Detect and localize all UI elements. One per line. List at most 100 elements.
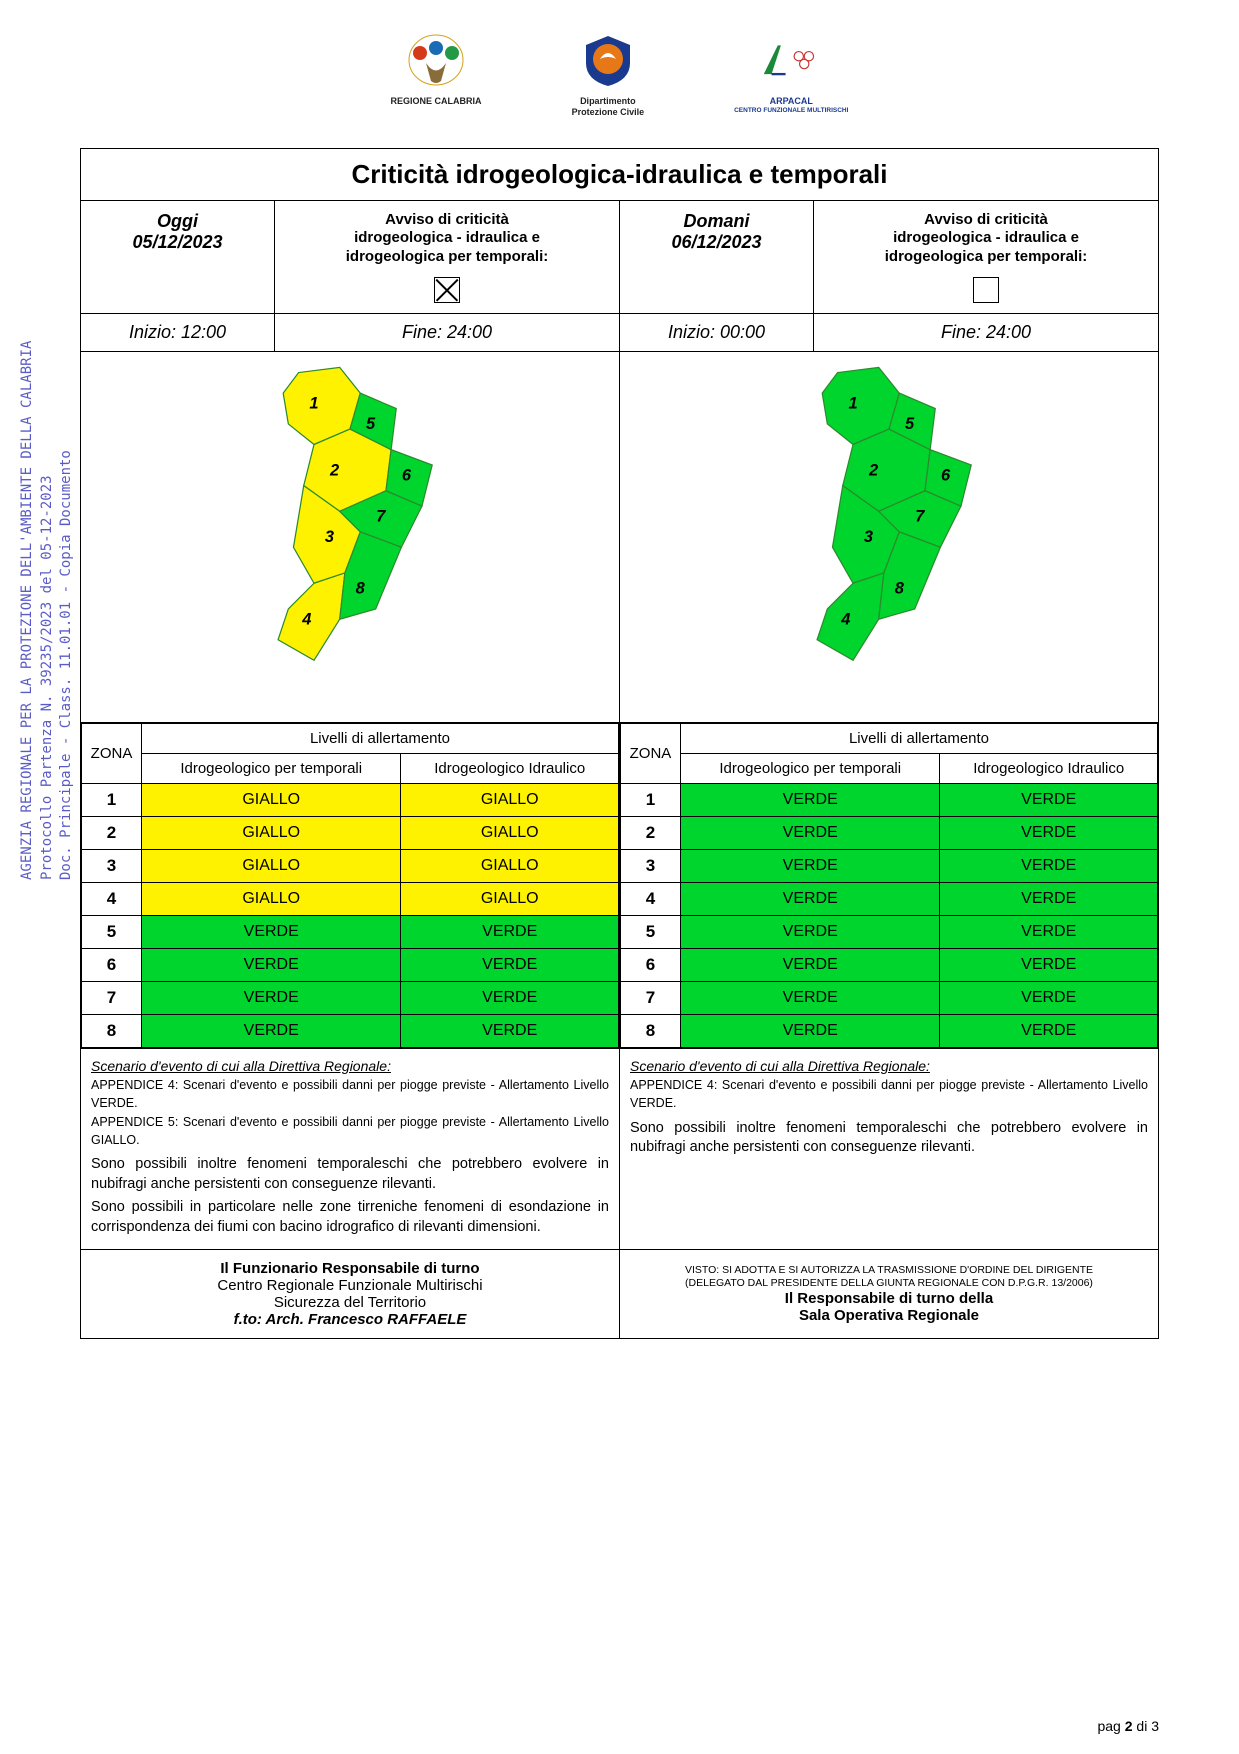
zone-number: 1 (620, 783, 680, 816)
inizio-label-today: Inizio: (129, 322, 176, 342)
level-idraulico: VERDE (401, 981, 619, 1014)
page-mid: di (1133, 1718, 1152, 1734)
zone-number: 7 (82, 981, 142, 1014)
level-temporali: VERDE (142, 981, 401, 1014)
level-idraulico: VERDE (940, 948, 1158, 981)
level-temporali: VERDE (680, 783, 939, 816)
map-zone-label-7: 7 (376, 507, 386, 525)
level-temporali: VERDE (680, 915, 939, 948)
side-line2: Protocollo Partenza N. 39235/2023 del 05… (39, 475, 55, 880)
level-table-tomorrow: ZONA Livelli di allertamento Idrogeologi… (620, 723, 1158, 1048)
map-zone-label-1: 1 (848, 394, 857, 412)
level-temporali: GIALLO (142, 783, 401, 816)
dpc-icon (573, 30, 643, 90)
zone-number: 7 (620, 981, 680, 1014)
fine-label-today: Fine: (402, 322, 442, 342)
map-zone-4 (817, 573, 884, 660)
scenario-today: Scenario d'evento di cui alla Direttiva … (81, 1048, 620, 1249)
livelli-header-today: Livelli di allertamento (142, 723, 619, 753)
side-line3: Doc. Principale - Class. 11.01.01 - Copi… (58, 450, 74, 880)
today-label: Oggi (89, 211, 266, 232)
level-temporali: VERDE (680, 981, 939, 1014)
avviso-line1-tomorrow: Avviso di criticità (822, 211, 1150, 230)
col-idraulico-today: Idrogeologico Idraulico (401, 753, 619, 783)
zone-number: 1 (82, 783, 142, 816)
level-temporali: GIALLO (142, 849, 401, 882)
logo-arpacal-caption-1: ARPACAL (734, 96, 848, 107)
sig-left-l2: Centro Regionale Funzionale Multirischi (89, 1277, 611, 1294)
page-current: 2 (1125, 1718, 1133, 1734)
avviso-line1-today: Avviso di criticità (283, 211, 611, 230)
map-zone-label-4: 4 (840, 610, 850, 628)
map-zone-label-7: 7 (915, 507, 925, 525)
logo-dpc-caption-2: Protezione Civile (572, 107, 645, 118)
map-today: 12345678 (81, 352, 619, 722)
map-zone-label-5: 5 (366, 415, 376, 433)
level-temporali: VERDE (680, 882, 939, 915)
map-zone-label-3: 3 (864, 528, 873, 546)
document-title: Criticità idrogeologica-idraulica e temp… (81, 148, 1159, 200)
level-idraulico: VERDE (940, 783, 1158, 816)
level-idraulico: VERDE (940, 981, 1158, 1014)
sig-left-l3: Sicurezza del Territorio (89, 1294, 611, 1311)
zone-number: 2 (82, 816, 142, 849)
zone-number: 5 (82, 915, 142, 948)
zone-number: 4 (82, 882, 142, 915)
level-idraulico: VERDE (940, 849, 1158, 882)
map-zone-label-8: 8 (356, 579, 366, 597)
sig-left-l4-prefix: f.to: (234, 1311, 266, 1328)
fine-time-tomorrow: 24:00 (986, 322, 1031, 342)
level-temporali: VERDE (142, 1014, 401, 1047)
zona-header-today: ZONA (82, 723, 142, 783)
level-idraulico: VERDE (940, 882, 1158, 915)
level-temporali: VERDE (680, 1014, 939, 1047)
zone-number: 6 (82, 948, 142, 981)
signature-right: VISTO: SI ADOTTA E SI AUTORIZZA LA TRASM… (619, 1250, 1158, 1339)
checkbox-today (434, 277, 460, 303)
side-stamp: AGENZIA REGIONALE PER LA PROTEZIONE DELL… (18, 341, 77, 880)
logo-arpacal: ARPACAL CENTRO FUNZIONALE MULTIRISCHI (734, 30, 848, 118)
level-idraulico: VERDE (401, 915, 619, 948)
level-idraulico: VERDE (940, 816, 1158, 849)
logo-regione: REGIONE CALABRIA (391, 30, 482, 118)
inizio-time-today: 12:00 (181, 322, 226, 342)
level-idraulico: VERDE (401, 948, 619, 981)
map-tomorrow: 12345678 (620, 352, 1158, 722)
zone-number: 3 (82, 849, 142, 882)
checkbox-tomorrow (973, 277, 999, 303)
level-idraulico: GIALLO (401, 849, 619, 882)
col-temporali-tomorrow: Idrogeologico per temporali (680, 753, 939, 783)
zone-number: 8 (620, 1014, 680, 1047)
map-zone-label-3: 3 (325, 528, 334, 546)
level-idraulico: VERDE (401, 1014, 619, 1047)
map-zone-4 (278, 573, 345, 660)
sig-left-l1: Il Funzionario Responsabile di turno (89, 1260, 611, 1277)
page-prefix: pag (1097, 1718, 1124, 1734)
level-temporali: VERDE (680, 948, 939, 981)
sig-right-l2: Sala Operativa Regionale (628, 1307, 1150, 1324)
level-idraulico: GIALLO (401, 816, 619, 849)
level-table-today: ZONA Livelli di allertamento Idrogeologi… (81, 723, 619, 1048)
regione-icon (401, 30, 471, 90)
scenario-tomorrow: Scenario d'evento di cui alla Direttiva … (619, 1048, 1158, 1249)
level-temporali: GIALLO (142, 882, 401, 915)
level-idraulico: GIALLO (401, 783, 619, 816)
fine-time-today: 24:00 (447, 322, 492, 342)
map-zone-label-5: 5 (905, 415, 915, 433)
col-temporali-today: Idrogeologico per temporali (142, 753, 401, 783)
zone-number: 4 (620, 882, 680, 915)
tomorrow-label: Domani (628, 211, 805, 232)
map-zone-label-1: 1 (309, 394, 318, 412)
avviso-line2-today: idrogeologica - idraulica e (283, 229, 611, 248)
main-table: Criticità idrogeologica-idraulica e temp… (80, 148, 1159, 1340)
signature-left: Il Funzionario Responsabile di turno Cen… (81, 1250, 620, 1339)
level-temporali: VERDE (680, 849, 939, 882)
zone-number: 2 (620, 816, 680, 849)
avviso-line2-tomorrow: idrogeologica - idraulica e (822, 229, 1150, 248)
map-zone-label-4: 4 (301, 610, 311, 628)
level-idraulico: GIALLO (401, 882, 619, 915)
level-temporali: VERDE (142, 948, 401, 981)
inizio-label-tomorrow: Inizio: (668, 322, 715, 342)
map-zone-label-2: 2 (868, 461, 878, 479)
tomorrow-date: 06/12/2023 (628, 232, 805, 253)
